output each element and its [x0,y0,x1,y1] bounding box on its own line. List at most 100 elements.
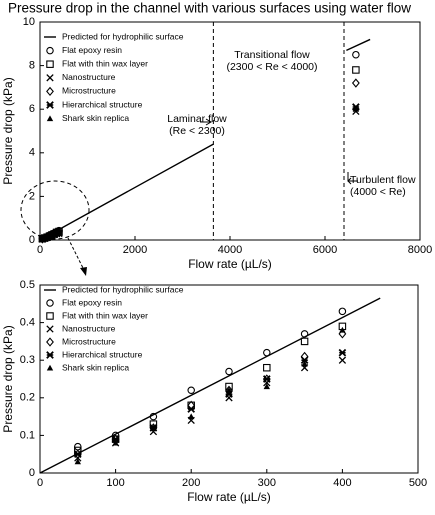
marker [46,101,54,109]
marker [300,337,309,346]
legend-label: Nanostructure [62,72,116,82]
marker [300,356,309,365]
x-tick-label: 200 [182,477,200,489]
marker [46,86,54,97]
x-tick-label: 400 [333,477,351,489]
y-tick-label: 6 [29,103,35,115]
marker-shape [300,337,309,346]
x-tick-label: 0 [37,477,43,489]
y-tick-label: 0.3 [20,354,35,366]
marker-shape [46,86,54,97]
marker-shape [263,363,271,372]
marker-shape [149,412,158,421]
marker [46,364,54,371]
x-tick-label: 100 [106,477,124,489]
y-tick-label: 10 [23,16,35,28]
marker-shape [46,364,54,371]
marker-shape [225,387,233,393]
marker-shape [338,307,347,316]
marker-shape [301,360,308,367]
annotation: Laminar flow [167,113,227,125]
marker [263,348,271,357]
marker [46,299,54,307]
y-tick-label: 2 [29,190,35,202]
y-tick-label: 0.2 [20,392,35,404]
y-axis-label: Pressure drop (kPa) [1,325,15,432]
legend-label: Hierarchical structure [62,99,143,109]
plot-frame [39,284,419,474]
x-tick-label: 500 [409,477,427,489]
legend-label: Shark skin replica [62,362,129,372]
annotation: Turbulent flow [350,174,416,186]
marker [46,325,54,333]
x-tick-label: 2000 [123,244,147,256]
marker-shape [46,115,54,122]
marker-shape [263,383,270,390]
marker-shape [55,228,63,235]
chart-title: Pressure drop in the channel with variou… [8,1,411,16]
legend-label: Flat with thin wax layer [62,310,148,320]
y-tick-label: 0 [29,467,35,479]
x-axis-label: Flow rate (µL/s) [188,257,272,271]
y-tick-label: 8 [29,60,35,72]
marker-shape [352,106,360,112]
legend-label: Microstructure [62,336,116,346]
marker-shape [188,413,195,420]
legend-label: Predicted for hydrophilic surface [62,31,184,41]
y-tick-label: 4 [29,147,35,159]
marker [55,228,63,235]
annotation: (4000 < Re) [350,186,406,198]
marker [351,78,360,88]
y-tick-label: 0.4 [20,317,35,329]
legend-label: Flat epoxy resin [62,45,122,55]
marker [112,439,119,446]
annotation: (2300 < Re < 4000) [226,61,317,73]
marker [187,405,196,413]
marker [262,375,271,383]
y-tick-label: 0 [29,234,35,246]
marker-shape [74,458,81,465]
marker-shape [225,367,233,376]
marker [301,360,308,367]
marker [111,435,120,443]
marker-shape [46,46,54,55]
annotation-arrow [347,172,358,185]
y-axis-label: Pressure drop (kPa) [1,77,15,184]
marker [46,337,54,347]
marker-shape [46,74,54,82]
zoom-ellipse [20,180,90,240]
marker [150,424,157,431]
legend-label: Flat epoxy resin [62,297,122,307]
marker [46,115,54,122]
marker-shape [46,299,54,307]
legend-label: Predicted for hydrophilic surface [62,284,184,294]
marker-shape [46,337,54,347]
marker [338,307,347,316]
marker-shape [74,442,82,451]
marker [263,383,270,390]
marker-shape [112,439,119,446]
series-line [39,297,381,474]
marker-shape [339,326,346,333]
marker [225,367,233,376]
series-line [39,38,371,241]
marker [46,46,54,55]
x-axis-label: Flow rate (µL/s) [187,490,271,504]
marker-shape [352,50,360,59]
marker-shape [338,356,347,364]
marker [188,413,195,420]
marker [73,450,82,459]
marker [46,312,54,320]
legend-label: Flat with thin wax layer [62,58,148,68]
marker [149,412,158,421]
x-tick-label: 0 [37,244,43,256]
marker [339,326,346,333]
marker-shape [263,348,271,357]
marker [338,356,347,364]
marker [300,330,309,338]
marker [46,60,54,68]
marker [187,386,195,395]
x-tick-label: 6000 [313,244,337,256]
annotation: Transitional flow [234,49,310,61]
